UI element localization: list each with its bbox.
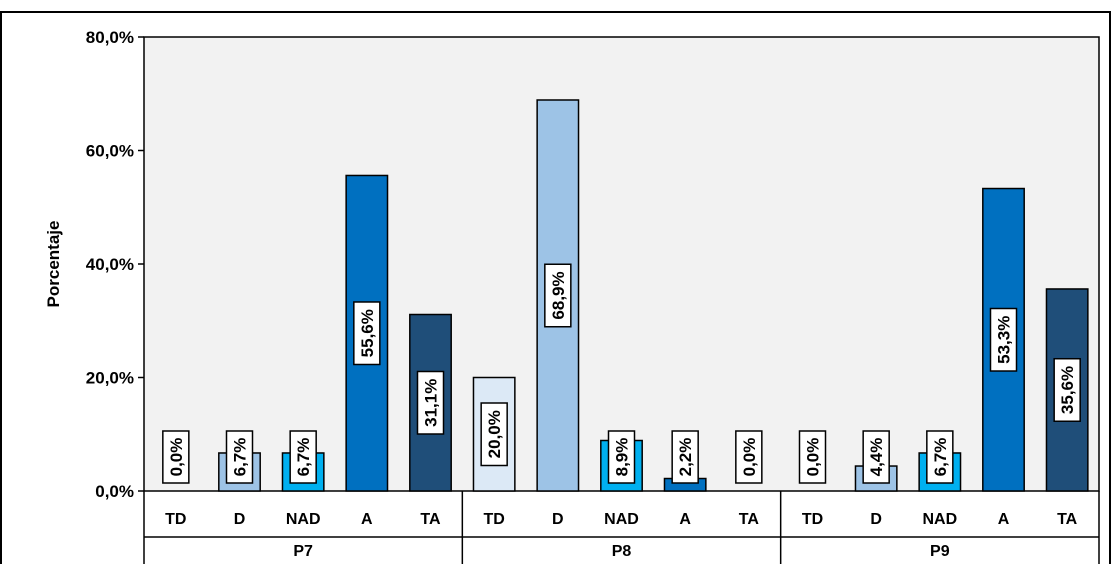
data-label-box xyxy=(989,307,1018,372)
x-group-label: P8 xyxy=(612,543,632,560)
x-category-label: A xyxy=(998,511,1010,528)
x-category-label: TA xyxy=(739,511,760,528)
data-label-text: 0,0% xyxy=(804,438,823,477)
data-label-text: 68,9% xyxy=(549,271,568,319)
data-label-text: 6,7% xyxy=(231,438,250,477)
data-label-text: 2,2% xyxy=(676,438,695,477)
x-category-label: NAD xyxy=(922,511,957,528)
y-tick-label: 80,0% xyxy=(86,28,134,47)
data-label: 6,7% xyxy=(289,430,317,484)
data-label-text: 6,7% xyxy=(294,438,313,477)
data-label-text: 8,9% xyxy=(613,438,632,477)
data-label: 20,0% xyxy=(480,402,508,467)
bars: 0,0% 6,7% 6,7% 55,6% 31,1% 20,0% 68,9% 8,9% 2,2%… xyxy=(162,99,1089,492)
y-tick-label: 60,0% xyxy=(86,142,134,161)
x-category-label: TA xyxy=(1057,511,1078,528)
data-label: 53,3% xyxy=(989,307,1018,372)
data-label-box xyxy=(862,430,890,484)
data-label: 6,7% xyxy=(926,430,954,484)
data-label: 4,4% xyxy=(862,430,890,484)
data-label-text: 53,3% xyxy=(995,316,1014,364)
x-group-label: P9 xyxy=(930,543,950,560)
data-label-box xyxy=(353,301,381,366)
x-group-label: P7 xyxy=(293,543,313,560)
x-category-label: D xyxy=(552,511,564,528)
data-label-text: 35,6% xyxy=(1058,366,1077,414)
y-axis-label: Porcentaje xyxy=(44,221,63,308)
data-label-text: 6,7% xyxy=(931,438,950,477)
data-label-box xyxy=(480,402,508,467)
y-tick-label: 40,0% xyxy=(86,255,134,274)
data-label-box xyxy=(926,430,954,484)
data-label-box xyxy=(1053,357,1081,422)
data-label-box xyxy=(735,430,763,484)
plot-area xyxy=(143,36,1100,492)
data-label-box xyxy=(416,370,445,435)
data-label-box xyxy=(798,430,827,484)
data-label-box xyxy=(162,430,190,484)
data-label-text: 4,4% xyxy=(867,438,886,477)
x-category-label: A xyxy=(679,511,691,528)
data-label-text: 55,6% xyxy=(358,309,377,357)
data-label-text: 0,0% xyxy=(167,438,186,477)
data-label-box xyxy=(671,430,699,484)
y-tick-label: 20,0% xyxy=(86,369,134,388)
data-label: 0,0% xyxy=(162,430,190,484)
data-label: 68,9% xyxy=(544,263,572,328)
y-axis-ticks: 0,0% 20,0% 40,0% 60,0% 80,0% xyxy=(86,28,144,501)
data-label: 35,6% xyxy=(1053,357,1081,422)
x-category-label: A xyxy=(361,511,373,528)
data-label-text: 20,0% xyxy=(485,410,504,458)
data-label-box xyxy=(607,430,636,484)
y-tick-label: 0,0% xyxy=(95,482,134,501)
x-category-label: TA xyxy=(420,511,441,528)
x-category-label: NAD xyxy=(286,511,321,528)
data-label-text: 31,1% xyxy=(422,379,441,427)
data-label-box xyxy=(225,430,254,484)
data-label-box xyxy=(289,430,317,484)
data-label: 55,6% xyxy=(353,301,381,366)
data-label: 2,2% xyxy=(671,430,699,484)
data-label: 8,9% xyxy=(607,430,636,484)
x-axis: TD D NAD A TA P7 TD D NAD A TA P8 TD D NAD A TA P9 xyxy=(143,491,1100,564)
data-label-box xyxy=(544,263,572,328)
x-category-label: NAD xyxy=(604,511,639,528)
data-label: 0,0% xyxy=(735,430,763,484)
x-category-label: TD xyxy=(802,511,823,528)
x-category-label: D xyxy=(234,511,246,528)
x-category-label: TD xyxy=(484,511,505,528)
data-label-text: 0,0% xyxy=(740,438,759,477)
data-label: 6,7% xyxy=(225,430,254,484)
data-label: 0,0% xyxy=(798,430,827,484)
x-category-label: D xyxy=(870,511,882,528)
data-label: 31,1% xyxy=(416,370,445,435)
x-category-label: TD xyxy=(165,511,186,528)
